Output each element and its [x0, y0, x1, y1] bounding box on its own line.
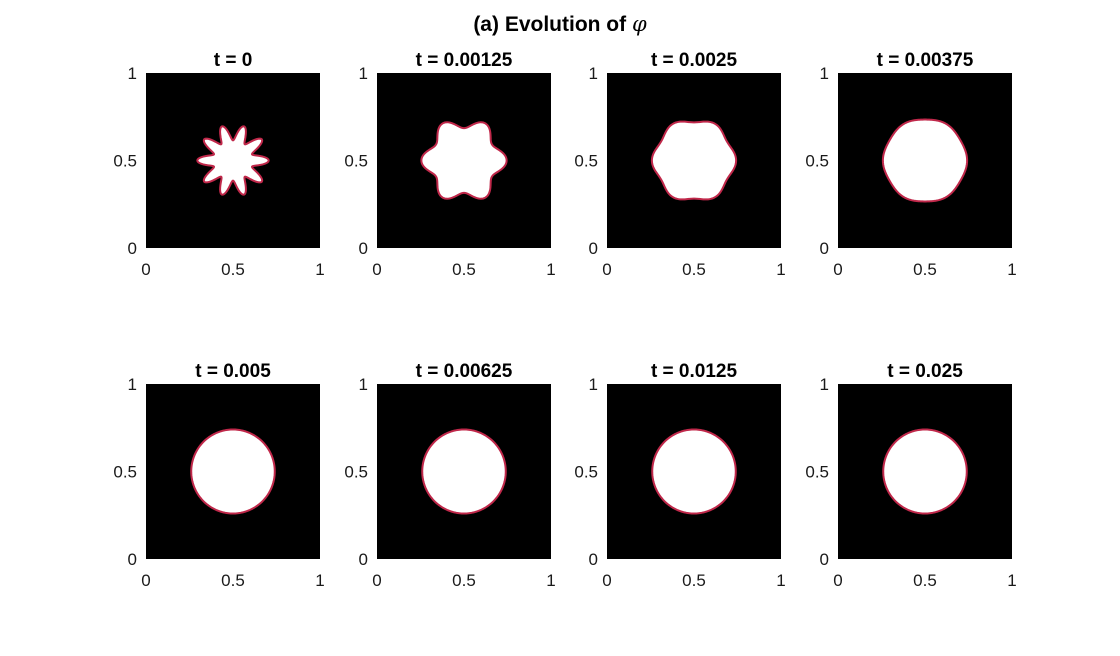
- y-tick-label: 0: [128, 550, 137, 569]
- y-tick-label: 0.5: [344, 152, 368, 171]
- interface-shape: [882, 428, 968, 515]
- subplot-title: t = 0.0125: [651, 361, 738, 382]
- y-tick-label: 0: [359, 550, 368, 569]
- y-tick-label: 1: [820, 375, 829, 394]
- y-tick-label: 1: [128, 375, 137, 394]
- y-tick-label: 0.5: [805, 463, 829, 482]
- x-tick-label: 1: [776, 260, 785, 279]
- x-tick-label: 0.5: [452, 260, 476, 279]
- subplot-title: t = 0.025: [887, 361, 963, 382]
- subplot-title: t = 0: [214, 50, 253, 71]
- x-tick-label: 1: [1007, 571, 1016, 590]
- subplot-title: t = 0.0025: [651, 50, 738, 71]
- y-tick-label: 1: [589, 375, 598, 394]
- x-tick-label: 1: [1007, 260, 1016, 279]
- y-tick-label: 0.5: [113, 463, 137, 482]
- x-tick-label: 0.5: [221, 571, 245, 590]
- x-tick-label: 0: [833, 260, 842, 279]
- subplot-2: t = 0.00125 0 0.5 1 0 0.5 1: [344, 50, 555, 279]
- interface-shape: [196, 125, 270, 196]
- y-tick-label: 0.5: [113, 152, 137, 171]
- x-tick-label: 1: [315, 260, 324, 279]
- x-tick-label: 0: [141, 571, 150, 590]
- x-tick-label: 0: [141, 260, 150, 279]
- subplot-4: t = 0.00375 0 0.5 1 0 0.5 1: [805, 50, 1016, 279]
- x-tick-label: 0: [372, 571, 381, 590]
- y-tick-label: 1: [820, 64, 829, 83]
- phi-symbol: φ: [631, 12, 647, 36]
- subplot-3: t = 0.0025 0 0.5 1 0 0.5 1: [574, 50, 785, 279]
- x-tick-label: 0: [372, 260, 381, 279]
- subplot-title: t = 0.005: [195, 361, 271, 382]
- subplot-7: t = 0.0125 0 0.5 1 0 0.5 1: [574, 361, 785, 590]
- x-tick-label: 0.5: [682, 260, 706, 279]
- figure-title: (a) Evolution of φ: [0, 12, 1120, 37]
- y-tick-label: 1: [589, 64, 598, 83]
- x-tick-label: 1: [776, 571, 785, 590]
- x-tick-label: 0.5: [913, 571, 937, 590]
- x-tick-label: 0: [602, 571, 611, 590]
- x-tick-label: 0.5: [682, 571, 706, 590]
- x-tick-label: 0: [833, 571, 842, 590]
- y-tick-label: 0.5: [805, 152, 829, 171]
- subplot-title: t = 0.00625: [416, 361, 513, 382]
- y-tick-label: 0: [359, 239, 368, 258]
- interface-shape: [651, 428, 737, 515]
- y-tick-label: 0: [820, 239, 829, 258]
- subplot-5: t = 0.005 0 0.5 1 0 0.5 1: [113, 361, 324, 590]
- x-tick-label: 0.5: [913, 260, 937, 279]
- interface-shape: [190, 428, 276, 515]
- subplot-8: t = 0.025 0 0.5 1 0 0.5 1: [805, 361, 1016, 590]
- y-tick-label: 1: [359, 64, 368, 83]
- y-tick-label: 0: [128, 239, 137, 258]
- y-tick-label: 0: [820, 550, 829, 569]
- subplot-title: t = 0.00125: [416, 50, 513, 71]
- x-tick-label: 1: [315, 571, 324, 590]
- x-tick-label: 1: [546, 571, 555, 590]
- figure-title-text: (a) Evolution of: [473, 13, 632, 36]
- y-tick-label: 0.5: [574, 463, 598, 482]
- subplot-title: t = 0.00375: [877, 50, 974, 71]
- x-tick-label: 0.5: [221, 260, 245, 279]
- x-tick-label: 1: [546, 260, 555, 279]
- subplot-1: t = 0 0 0.5 1 0 0.5 1: [113, 50, 324, 279]
- y-tick-label: 1: [359, 375, 368, 394]
- y-tick-label: 1: [128, 64, 137, 83]
- interface-shape: [881, 118, 969, 203]
- interface-shape: [420, 121, 508, 200]
- y-tick-label: 0: [589, 550, 598, 569]
- interface-shape: [421, 428, 507, 515]
- y-tick-label: 0.5: [574, 152, 598, 171]
- interface-shape: [650, 120, 738, 201]
- y-tick-label: 0: [589, 239, 598, 258]
- x-tick-label: 0: [602, 260, 611, 279]
- y-tick-label: 0.5: [344, 463, 368, 482]
- subplot-6: t = 0.00625 0 0.5 1 0 0.5 1: [344, 361, 555, 590]
- x-tick-label: 0.5: [452, 571, 476, 590]
